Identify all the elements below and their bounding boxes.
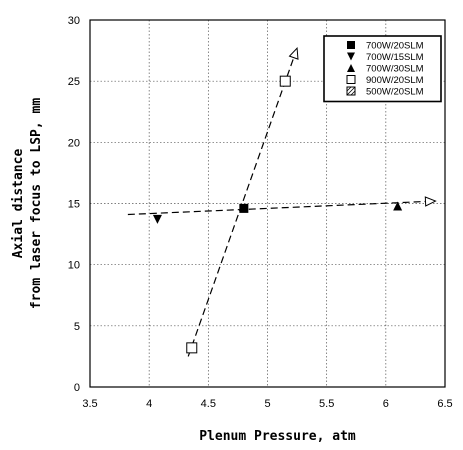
legend-label: 500W/20SLM xyxy=(366,87,424,98)
y-tick-label: 30 xyxy=(68,15,80,27)
legend-marker xyxy=(347,76,355,84)
x-tick-label: 6 xyxy=(383,398,389,410)
x-tick-label: 5 xyxy=(264,398,270,410)
y-tick-label: 0 xyxy=(74,382,80,394)
x-tick-label: 6.5 xyxy=(437,398,452,410)
y-tick-labels: 0 5 10 15 20 25 30 xyxy=(68,15,80,394)
y-tick-label: 5 xyxy=(74,321,80,333)
legend-marker xyxy=(347,87,355,95)
trend-arrowhead xyxy=(290,48,298,59)
y-tick-label: 20 xyxy=(68,137,80,149)
data-points xyxy=(153,76,402,353)
trend-line xyxy=(128,201,436,214)
x-tick-labels: 3.5 4 4.5 5 5.5 6 6.5 xyxy=(82,398,452,410)
y-axis-title-line-2: from laser focus to LSP, mm xyxy=(29,98,44,309)
trend-arrowhead xyxy=(425,197,435,206)
data-point xyxy=(239,204,248,213)
legend-label: 700W/20SLM xyxy=(366,41,424,52)
x-tick-label: 3.5 xyxy=(82,398,97,410)
x-axis-title: Plenum Pressure, atm xyxy=(199,429,356,444)
y-tick-label: 15 xyxy=(68,199,80,211)
data-point xyxy=(153,215,162,224)
data-point xyxy=(280,76,290,86)
legend: 700W/20SLM700W/15SLM700W/30SLM900W/20SLM… xyxy=(324,36,441,102)
x-tick-label: 4.5 xyxy=(201,398,216,410)
legend-label: 700W/30SLM xyxy=(366,64,424,75)
y-tick-label: 10 xyxy=(68,260,80,272)
y-tick-label: 25 xyxy=(68,76,80,88)
legend-label: 700W/15SLM xyxy=(366,52,424,63)
data-point xyxy=(187,343,197,353)
trend-line xyxy=(188,48,297,356)
legend-label: 900W/20SLM xyxy=(366,75,424,86)
legend-marker xyxy=(347,41,355,49)
x-tick-label: 5.5 xyxy=(319,398,334,410)
x-tick-label: 4 xyxy=(146,398,152,410)
y-axis-title-line-1: Axial distance xyxy=(11,149,26,259)
